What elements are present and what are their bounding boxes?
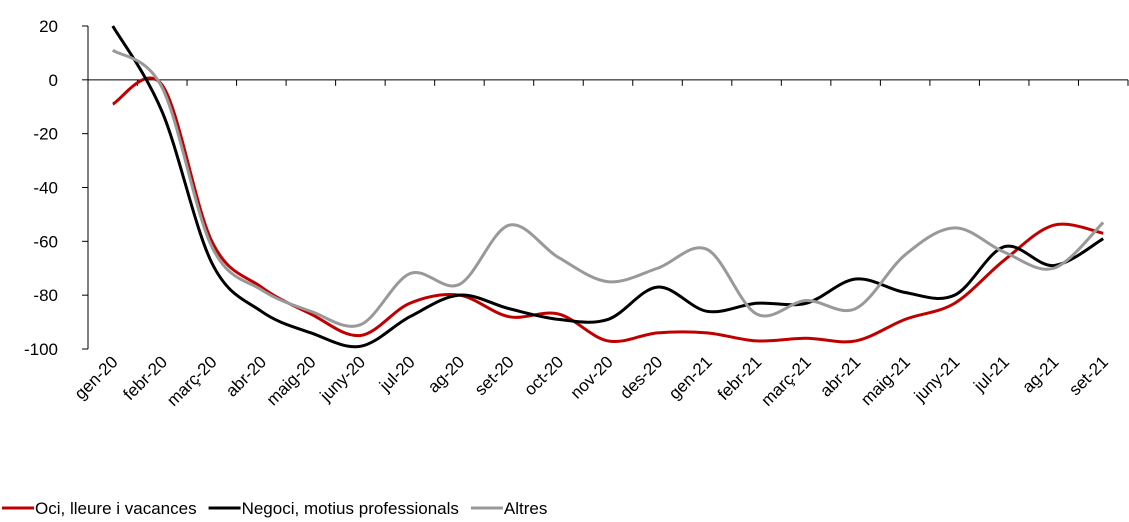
x-tick-label: abr-21 <box>816 352 864 400</box>
x-tick-label: oct-20 <box>520 352 567 399</box>
x-tick-label: nov-20 <box>567 352 617 402</box>
line-series <box>111 76 1104 344</box>
x-tick-label: maig-21 <box>857 352 914 409</box>
x-tick-label: gen-20 <box>71 352 122 403</box>
y-tick-label: 0 <box>49 71 58 90</box>
x-tick-label: març-20 <box>163 352 221 410</box>
line-series <box>111 48 1105 328</box>
x-tick-label: juny-20 <box>316 352 370 406</box>
legend-label: Altres <box>504 499 547 518</box>
x-tick-label: set-21 <box>1065 352 1112 399</box>
x-tick-label: juny-21 <box>910 352 964 406</box>
x-tick-label: maig-20 <box>263 352 320 409</box>
x-tick-label: ag-20 <box>424 352 468 396</box>
x-tick-label: abr-20 <box>222 352 270 400</box>
legend-label: Oci, lleure i vacances <box>35 499 197 518</box>
y-tick-label: -20 <box>33 125 58 144</box>
y-tick-label: -40 <box>33 179 58 198</box>
y-tick-label: -80 <box>33 286 58 305</box>
x-tick-label: març-21 <box>757 352 815 410</box>
x-tick-label: set-20 <box>471 352 518 399</box>
legend-label: Negoci, motius professionals <box>242 499 459 518</box>
x-tick-label: gen-21 <box>665 352 716 403</box>
x-tick-label: des-20 <box>616 352 666 402</box>
y-tick-label: -60 <box>33 232 58 251</box>
x-tick-label: jul-20 <box>375 352 419 396</box>
x-tick-label: jul-21 <box>969 352 1013 396</box>
line-series <box>111 25 1105 349</box>
y-tick-label: 20 <box>39 17 58 36</box>
x-tick-label: ag-21 <box>1018 352 1062 396</box>
y-tick-label: -100 <box>24 340 58 359</box>
